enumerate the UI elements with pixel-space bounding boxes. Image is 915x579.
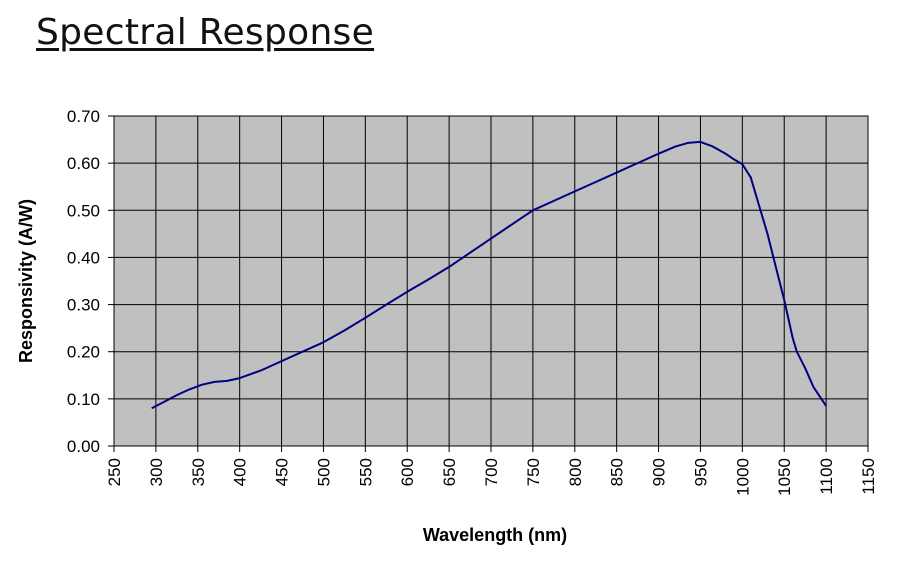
- responsivity-series-line: [151, 140, 827, 410]
- y-tick-label: 0.30: [67, 296, 100, 315]
- x-tick-label: 250: [105, 458, 124, 486]
- x-tick-label: 300: [147, 458, 166, 486]
- x-tick-label: 550: [356, 458, 375, 486]
- y-axis-label: Responsivity (A/W): [16, 199, 36, 363]
- x-tick-labels: 250 300 350 400 450 500 550 600 650 700 750 800 850 9…: [105, 458, 878, 496]
- x-tick-label: 600: [398, 458, 417, 486]
- x-axis-label: Wavelength (nm): [423, 525, 567, 545]
- x-tick-label: 900: [650, 458, 669, 486]
- page-title: Spectral Response: [36, 12, 375, 53]
- y-tick-label: 0.70: [67, 107, 100, 126]
- y-tick-label: 0.00: [67, 437, 100, 456]
- x-tick-label: 800: [566, 458, 585, 486]
- x-tick-label: 750: [524, 458, 543, 486]
- x-tick-label: 650: [440, 458, 459, 486]
- y-tick-label: 0.40: [67, 248, 100, 267]
- y-tick-labels: 0.00 0.10 0.20 0.30 0.40 0.50 0.60 0.70: [67, 107, 100, 456]
- x-tick-label: 950: [691, 458, 710, 486]
- x-tick-label: 1050: [775, 458, 794, 496]
- x-tick-label: 1100: [817, 458, 836, 495]
- x-tick-label: 850: [608, 458, 627, 486]
- x-tick-label: 1150: [859, 458, 878, 495]
- x-tick-label: 1000: [733, 458, 752, 496]
- y-tick-label: 0.60: [67, 154, 100, 173]
- x-tick-label: 500: [314, 458, 333, 486]
- x-tick-label: 450: [273, 458, 292, 486]
- y-tick-label: 0.10: [67, 390, 100, 409]
- y-tick-label: 0.50: [67, 201, 100, 220]
- grid-lines: [108, 115, 869, 452]
- x-tick-label: 350: [189, 458, 208, 486]
- x-tick-label: 400: [231, 458, 250, 486]
- x-tick-label: 700: [482, 458, 501, 486]
- y-tick-label: 0.20: [67, 343, 100, 362]
